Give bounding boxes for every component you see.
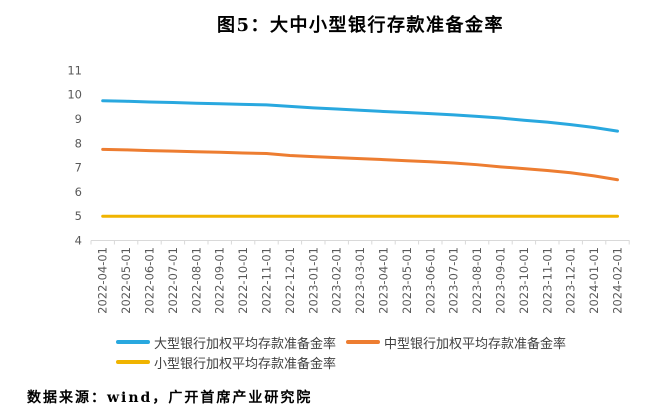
x-tick-label: 2023-09-01 xyxy=(494,247,508,314)
x-tick-label: 2022-04-01 xyxy=(96,247,110,314)
x-tick-label: 2024-02-01 xyxy=(611,247,625,314)
legend-label: 小型银行加权平均存款准备金率 xyxy=(154,355,337,371)
y-tick-label: 8 xyxy=(75,136,82,150)
y-tick-label: 5 xyxy=(75,209,82,223)
legend-line-swatch xyxy=(116,360,150,364)
x-tick-label: 2022-05-01 xyxy=(119,247,133,314)
x-tick-label: 2022-09-01 xyxy=(213,247,227,314)
x-tick-label: 2023-10-01 xyxy=(517,247,531,314)
y-tick-label: 10 xyxy=(67,88,82,102)
x-tick-label: 2023-03-01 xyxy=(353,247,367,314)
x-tick-label: 2023-04-01 xyxy=(377,247,391,314)
x-tick-label: 2022-06-01 xyxy=(143,247,157,314)
legend-item-small-banks: 小型银行加权平均存款准备金率 xyxy=(116,353,336,371)
x-tick-label: 2022-07-01 xyxy=(166,247,180,314)
x-tick-label: 2022-12-01 xyxy=(283,247,297,314)
series-line-large-banks xyxy=(101,99,619,133)
x-tick-label: 2023-02-01 xyxy=(330,247,344,314)
chart-title: 图5：大中小型银行存款准备金率 xyxy=(216,15,505,36)
y-tick-label: 4 xyxy=(75,234,82,248)
chart-legend: 大型银行加权平均存款准备金率 中型银行加权平均存款准备金率小型银行加权平均存款准备… xyxy=(116,333,618,371)
x-tick-label: 2023-07-01 xyxy=(447,247,461,314)
x-tick-label: 2024-01-01 xyxy=(587,247,601,314)
y-tick-label: 6 xyxy=(75,185,82,199)
x-tick-label: 2023-08-01 xyxy=(470,247,484,314)
x-tick-label: 2022-10-01 xyxy=(236,247,250,314)
legend-label: 中型银行加权平均存款准备金率 xyxy=(384,335,567,351)
legend-line-swatch xyxy=(346,340,381,344)
x-tick-label: 2023-05-01 xyxy=(400,247,414,314)
legend-line-swatch xyxy=(116,340,150,344)
x-tick-label: 2023-12-01 xyxy=(564,247,578,314)
legend-item-medium-banks: 中型银行加权平均存款准备金率 xyxy=(346,333,566,351)
x-tick-label: 2023-06-01 xyxy=(423,247,437,314)
data-source: 数据来源：wind，广开首席产业研究院 xyxy=(27,390,313,406)
legend-label: 大型银行加权平均存款准备金率 xyxy=(154,335,337,351)
x-tick-label: 2023-11-01 xyxy=(540,247,554,314)
y-tick-label: 9 xyxy=(75,112,82,126)
series-line-medium-banks xyxy=(101,147,619,182)
x-tick-label: 2022-11-01 xyxy=(260,247,274,314)
y-tick-label: 7 xyxy=(75,161,82,175)
x-tick-label: 2022-08-01 xyxy=(189,247,203,314)
y-tick-label: 11 xyxy=(67,63,82,77)
legend-item-large-banks: 大型银行加权平均存款准备金率 xyxy=(116,333,336,351)
x-tick-label: 2023-01-01 xyxy=(306,247,320,314)
